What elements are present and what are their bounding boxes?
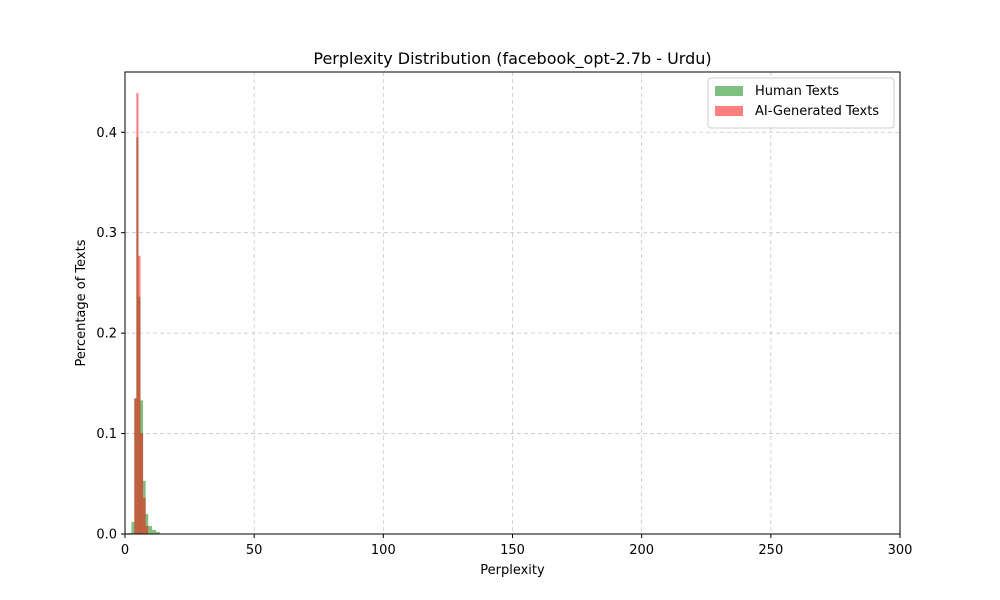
- legend-box: [707, 77, 895, 129]
- histogram-bar: [143, 497, 146, 534]
- histogram-bar: [140, 433, 144, 534]
- histogram-bar: [148, 525, 153, 534]
- x-axis: 0 50 100 150 200 250 300: [121, 534, 913, 558]
- y-tick-label: 0.0: [96, 528, 117, 543]
- histogram-bar: [156, 531, 160, 534]
- x-tick-label: 150: [500, 543, 525, 558]
- histogram-bar: [136, 93, 139, 534]
- x-tick-label: 0: [121, 543, 129, 558]
- series-ai-bars: [134, 93, 149, 534]
- y-tick-label: 0.2: [96, 327, 117, 342]
- histogram-bar: [145, 513, 149, 534]
- y-tick-label: 0.4: [96, 126, 117, 141]
- x-tick-label: 50: [246, 543, 263, 558]
- x-tick-label: 250: [758, 543, 783, 558]
- legend: Human Texts AI-Generated Texts: [707, 77, 895, 129]
- legend-label-ai: AI-Generated Texts: [755, 104, 879, 119]
- chart-title: Perplexity Distribution (facebook_opt-2.…: [313, 49, 711, 69]
- legend-swatch-ai: [715, 106, 743, 116]
- y-axis-label: Percentage of Texts: [74, 239, 89, 366]
- x-tick-label: 300: [888, 543, 913, 558]
- histogram-bar: [138, 255, 141, 534]
- y-tick-label: 0.3: [96, 226, 117, 241]
- x-axis-label: Perplexity: [480, 563, 545, 578]
- x-tick-label: 200: [629, 543, 654, 558]
- legend-label-human: Human Texts: [755, 84, 839, 99]
- histogram-bar: [145, 525, 149, 534]
- x-tick-label: 100: [371, 543, 396, 558]
- histogram-bar: [134, 398, 137, 534]
- y-tick-label: 0.1: [96, 427, 117, 442]
- histogram-bar: [127, 532, 132, 534]
- legend-swatch-human: [715, 86, 743, 96]
- histogram-bar: [152, 529, 156, 534]
- histogram-bar: [131, 521, 135, 534]
- y-axis: 0.0 0.1 0.2 0.3 0.4: [96, 126, 125, 543]
- histogram-bars: [127, 93, 160, 535]
